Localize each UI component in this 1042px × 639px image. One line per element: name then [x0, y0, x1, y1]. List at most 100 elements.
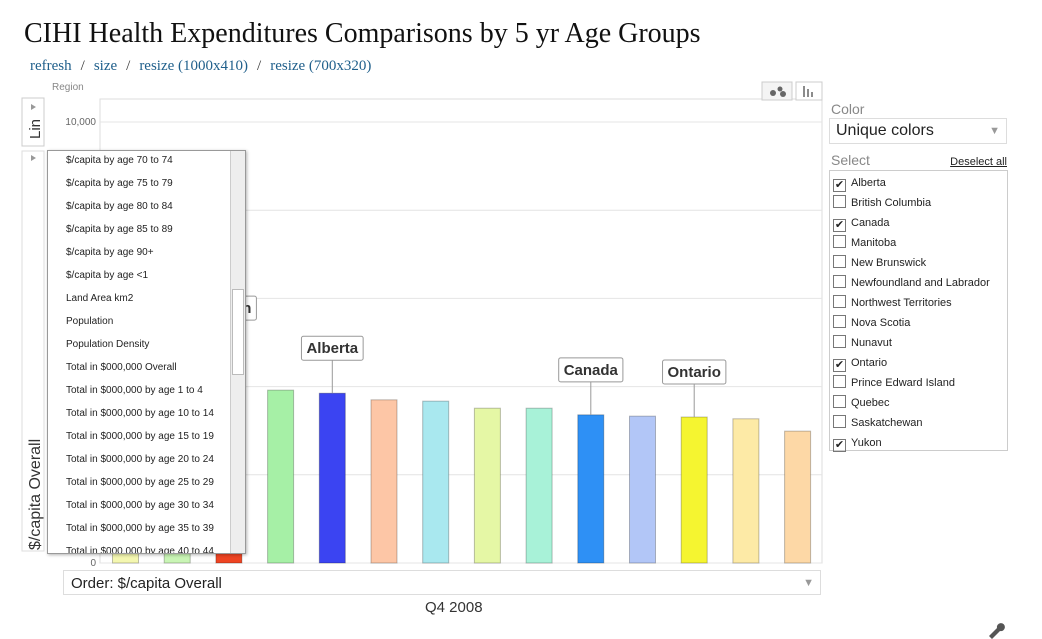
color-label: Color	[831, 101, 865, 117]
scale-button-label: Lin	[27, 119, 44, 139]
region-name: New Brunswick	[851, 257, 927, 269]
bubble-view-button[interactable]	[761, 81, 793, 101]
checkbox	[833, 255, 846, 268]
region-item[interactable]: Saskatchewan	[830, 413, 1007, 433]
region-item[interactable]: ✔ Canada	[830, 213, 1007, 233]
menu-item[interactable]: $/capita by age 90+	[66, 247, 154, 258]
order-select[interactable]: Order: $/capita Overall ▼	[63, 570, 821, 595]
callout-box	[300, 335, 364, 361]
region-item[interactable]: Quebec	[830, 393, 1007, 413]
bar	[318, 392, 346, 564]
callout-box	[662, 359, 727, 385]
select-label: Select	[831, 152, 870, 168]
checkbox	[833, 395, 846, 408]
region-name: Alberta	[851, 177, 886, 189]
region-item[interactable]: Prince Edward Island	[830, 373, 1007, 393]
bar	[784, 430, 812, 564]
region-list: ✔ Alberta British Columbia ✔ Canada Manitoba N…	[829, 170, 1008, 453]
link-separator: /	[80, 58, 85, 74]
checkbox	[833, 375, 846, 388]
color-select[interactable]: Unique colors ▼	[829, 118, 1007, 144]
menu-item[interactable]: Total in $000,000 by age 15 to 19	[66, 431, 214, 442]
region-item[interactable]: ✔ Alberta	[830, 173, 1007, 193]
region-item[interactable]: ✔ Ontario	[830, 353, 1007, 373]
menu-item[interactable]: $/capita by age 70 to 74	[66, 155, 173, 166]
menu-item[interactable]: Population	[66, 316, 114, 327]
checkbox	[833, 415, 846, 428]
checkbox	[833, 335, 846, 348]
menu-item[interactable]: $/capita by age 80 to 84	[66, 201, 173, 212]
deselect-all[interactable]: Deselect all	[950, 156, 1007, 168]
checkbox: ✔	[833, 439, 846, 452]
bar-view-button[interactable]	[795, 81, 823, 101]
link-separator: /	[126, 58, 131, 74]
scrollbar[interactable]	[230, 151, 245, 553]
region-name: Prince Edward Island	[851, 377, 955, 389]
menu-item[interactable]: Land Area km2	[66, 293, 134, 304]
region-name: Newfoundland and Labrador	[851, 277, 990, 289]
region-item[interactable]: Newfoundland and Labrador	[830, 273, 1007, 293]
link[interactable]: resize (1000x410)	[139, 58, 249, 74]
region-item[interactable]: New Brunswick	[830, 253, 1007, 273]
region-item[interactable]: Northwest Territories	[830, 293, 1007, 313]
menu-items: $/capita by age 70 to 74 $/capita by age …	[48, 151, 245, 554]
scroll-thumb	[232, 289, 244, 375]
y-axis-menu[interactable]: $/capita by age 70 to 74 $/capita by age …	[47, 150, 246, 554]
bar	[267, 389, 295, 564]
region-name: Ontario	[851, 357, 888, 369]
region-item[interactable]: British Columbia	[830, 193, 1007, 213]
checkbox	[833, 235, 846, 248]
color-select-value: Unique colors	[836, 122, 934, 139]
settings-icon[interactable]	[985, 619, 1007, 639]
checkbox	[833, 195, 846, 208]
checkbox	[833, 295, 846, 308]
region-name: Nunavut	[851, 337, 892, 349]
checkbox	[833, 315, 846, 328]
menu-item[interactable]: Total in $000,000 by age 35 to 39	[66, 523, 214, 534]
scale-button[interactable]	[21, 97, 45, 147]
menu-item[interactable]: Total in $000,000 Overall	[66, 362, 177, 373]
bar	[525, 407, 553, 564]
region-name: Yukon	[851, 437, 882, 449]
checkbox	[833, 275, 846, 288]
order-select-label: Order: $/capita Overall	[71, 575, 222, 592]
region-name: Manitoba	[851, 237, 897, 249]
y-tick-label: 0	[90, 558, 96, 569]
link[interactable]: resize (700x320)	[270, 58, 372, 74]
time-label: Q4 2008	[425, 599, 483, 616]
region-item[interactable]: Manitoba	[830, 233, 1007, 253]
link-bar: refresh / size / resize (1000x410) / resize (7…	[30, 58, 371, 75]
callout-label: Alberta	[306, 340, 358, 357]
bar	[422, 400, 450, 564]
link[interactable]: refresh	[30, 58, 72, 74]
region-name: Canada	[851, 217, 890, 229]
callout-label: Ontario	[668, 364, 721, 381]
menu-item[interactable]: Total in $000,000 by age 1 to 4	[66, 385, 203, 396]
bar	[680, 416, 708, 564]
menu-item[interactable]: Population Density	[66, 339, 150, 350]
link[interactable]: size	[93, 58, 118, 74]
region-name: Quebec	[851, 397, 890, 409]
menu-item[interactable]: $/capita by age <1	[66, 270, 149, 281]
menu-item[interactable]: Total in $000,000 by age 25 to 29	[66, 477, 214, 488]
region-item[interactable]: ✔ Yukon	[830, 433, 1007, 453]
menu-item[interactable]: $/capita by age 75 to 79	[66, 178, 173, 189]
region-name: Nova Scotia	[851, 317, 911, 329]
page-title: CIHI Health Expenditures Comparisons by …	[24, 18, 701, 49]
bar	[577, 414, 605, 564]
y-axis-selector[interactable]	[21, 150, 45, 552]
menu-item[interactable]: Total in $000,000 by age 20 to 24	[66, 454, 214, 465]
menu-item[interactable]: $/capita by age 85 to 89	[66, 224, 173, 235]
bar	[370, 399, 398, 564]
region-label: Region	[52, 82, 84, 93]
menu-item[interactable]: Total in $000,000 by age 30 to 34	[66, 500, 214, 511]
region-item[interactable]: Nova Scotia	[830, 313, 1007, 333]
region-name: Northwest Territories	[851, 297, 952, 309]
region-item[interactable]: Nunavut	[830, 333, 1007, 353]
menu-item[interactable]: Total in $000,000 by age 40 to 44	[66, 546, 214, 554]
checkbox: ✔	[833, 359, 846, 372]
menu-item[interactable]: Total in $000,000 by age 10 to 14	[66, 408, 214, 419]
y-axis-title: $/capita Overall	[27, 439, 44, 550]
callout-label: Canada	[564, 362, 619, 379]
